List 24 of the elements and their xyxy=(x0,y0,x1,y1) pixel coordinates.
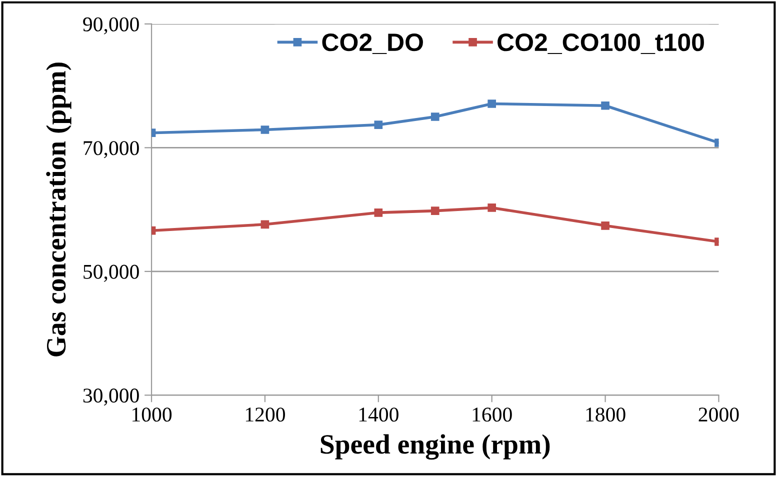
point xyxy=(488,204,496,212)
y-tick-label: 90,000 xyxy=(83,17,139,34)
y-tick-label: 70,000 xyxy=(84,141,139,158)
point xyxy=(601,101,610,110)
x-tick-label: 1400 xyxy=(359,408,398,422)
point xyxy=(430,112,440,121)
point xyxy=(488,100,496,108)
point xyxy=(260,220,270,229)
point xyxy=(601,221,610,230)
legend-label: CO2_CO100_t100 xyxy=(498,33,704,54)
y-axis-title: Gas concentration (ppm) xyxy=(46,62,72,356)
legend-label: CO2_DO xyxy=(322,33,423,54)
x-tick-label: 1800 xyxy=(586,408,626,422)
x-tick-label: 2000 xyxy=(698,408,739,422)
point xyxy=(374,208,383,217)
x-tick-label: 1000 xyxy=(132,408,172,422)
point xyxy=(430,206,440,215)
point xyxy=(374,120,383,129)
x-tick-label: 1200 xyxy=(246,408,285,422)
y-tick-label: 30,000 xyxy=(83,388,139,406)
point xyxy=(260,126,270,134)
x-axis-title: Speed engine (rpm) xyxy=(320,434,550,460)
y-tick-label: 50,000 xyxy=(84,264,139,282)
x-tick-label: 1600 xyxy=(472,408,512,422)
